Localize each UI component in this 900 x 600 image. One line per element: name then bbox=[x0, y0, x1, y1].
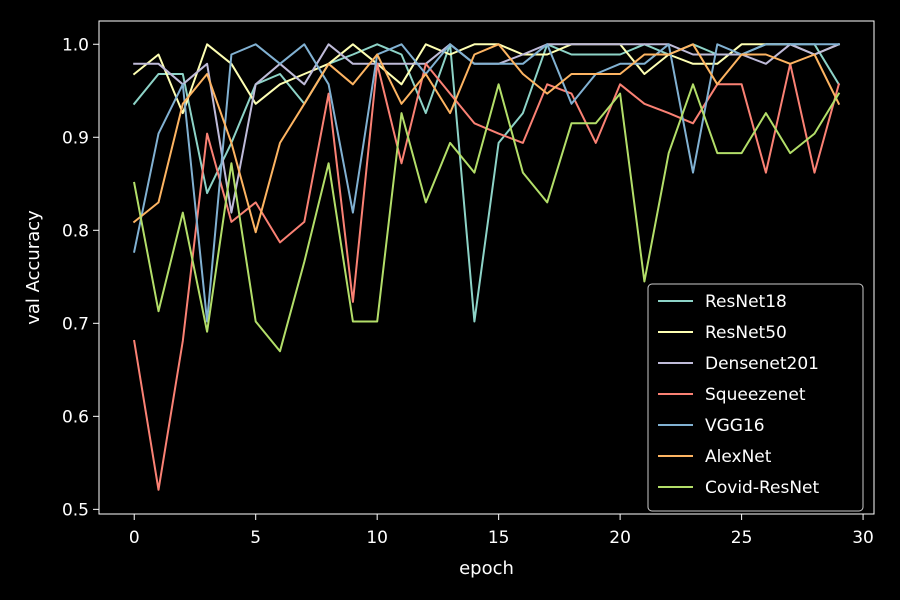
x-axis-label: epoch bbox=[459, 558, 514, 579]
y-tick-label: 0.5 bbox=[62, 500, 89, 520]
series-line-alexnet bbox=[132, 43, 841, 234]
legend-label: ResNet50 bbox=[705, 323, 787, 343]
series-line-resnet50 bbox=[132, 42, 841, 115]
x-tick-label: 15 bbox=[488, 528, 510, 548]
x-tick-label: 30 bbox=[852, 528, 874, 548]
x-tick-label: 5 bbox=[250, 528, 261, 548]
x-tick-label: 25 bbox=[731, 528, 753, 548]
x-tick-label: 0 bbox=[129, 528, 140, 548]
x-tick-label: 10 bbox=[366, 528, 388, 548]
legend-label: Squeezenet bbox=[705, 385, 806, 405]
y-tick-label: 0.9 bbox=[62, 128, 89, 148]
series-line-covid-resnet bbox=[133, 83, 841, 353]
legend-label: AlexNet bbox=[705, 447, 772, 467]
plot-lines bbox=[132, 42, 841, 491]
x-tick-label: 20 bbox=[609, 528, 631, 548]
y-axis-ticks: 0.5 0.6 0.7 0.8 0.9 1.0 bbox=[62, 35, 99, 520]
legend-label: ResNet18 bbox=[705, 292, 787, 312]
y-tick-label: 0.7 bbox=[62, 314, 89, 334]
x-axis-ticks: 0 5 10 15 20 25 30 bbox=[129, 514, 874, 548]
plot-frame bbox=[98, 20, 875, 515]
series-line-vgg16 bbox=[133, 43, 840, 323]
legend-label: Densenet201 bbox=[705, 354, 819, 374]
legend-label: VGG16 bbox=[705, 416, 765, 436]
legend-frame bbox=[647, 283, 864, 512]
y-tick-label: 1.0 bbox=[62, 35, 89, 55]
y-tick-label: 0.6 bbox=[62, 407, 89, 427]
y-axis-label: val Accuracy bbox=[23, 210, 44, 325]
legend: ResNet18 ResNet50 Densenet201 Squeezenet VGG… bbox=[647, 283, 864, 512]
y-tick-label: 0.8 bbox=[62, 221, 89, 241]
legend-label: Covid-ResNet bbox=[705, 478, 820, 498]
